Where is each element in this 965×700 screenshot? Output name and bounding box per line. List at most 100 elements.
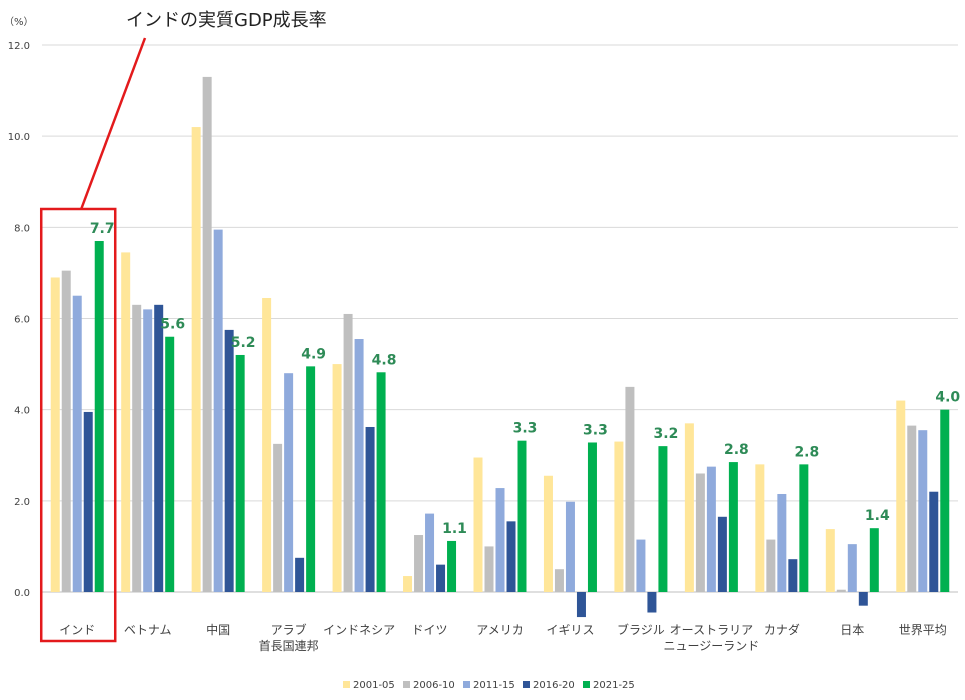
bar-2021-25-6 <box>517 440 527 592</box>
bar-2016-20-1 <box>154 304 164 592</box>
bar-2016-20-9 <box>717 516 727 592</box>
bar-2006-10-12 <box>907 425 917 592</box>
legend: 2001-05 2006-10 2011-15 2016-20 2021-25 <box>343 680 635 691</box>
category-label: 首長国連邦 <box>259 639 319 653</box>
bar-2011-15-4 <box>354 339 364 592</box>
bar-2016-20-0 <box>83 411 93 592</box>
bar-2021-25-5 <box>447 540 457 592</box>
bar-2001-05-4 <box>332 364 342 592</box>
bar-2006-10-10 <box>766 539 776 592</box>
category-label: 中国 <box>206 622 230 637</box>
bar-2006-10-1 <box>132 304 142 592</box>
y-tick-label: 0.0 <box>14 588 30 599</box>
bar-2011-15-1 <box>143 309 153 592</box>
category-label: カナダ <box>764 622 800 637</box>
legend-swatch <box>583 681 590 688</box>
bar-2016-20-5 <box>436 564 446 592</box>
data-label: 3.3 <box>583 422 608 438</box>
category-label: 日本 <box>840 623 864 637</box>
data-label: 3.2 <box>654 426 679 442</box>
bar-2021-25-11 <box>869 528 879 592</box>
bar-2001-05-11 <box>825 529 835 592</box>
bar-2001-05-5 <box>403 576 413 592</box>
bar-2011-15-8 <box>636 539 646 592</box>
bar-2021-25-7 <box>587 442 597 592</box>
bar-2021-25-2 <box>235 354 245 592</box>
category-label: ベトナム <box>124 623 172 637</box>
category-label: インドネシア <box>323 623 395 637</box>
bar-2001-05-9 <box>684 423 694 592</box>
bar-2011-15-0 <box>72 295 82 592</box>
legend-entry: 2016-20 <box>533 680 575 691</box>
bar-2021-25-10 <box>799 464 809 592</box>
bar-2006-10-4 <box>343 313 353 592</box>
bar-2001-05-7 <box>543 475 553 592</box>
data-label: 4.8 <box>372 352 397 368</box>
y-tick-label: 2.0 <box>14 497 30 508</box>
bar-2011-15-10 <box>777 493 787 592</box>
data-label: 5.2 <box>231 335 256 351</box>
bar-2011-15-2 <box>213 229 223 593</box>
data-label: 2.8 <box>724 442 749 458</box>
category-label: インド <box>59 623 95 637</box>
bar-2006-10-11 <box>836 589 846 592</box>
y-tick-label: 8.0 <box>14 223 30 234</box>
bar-2021-25-12 <box>940 409 950 592</box>
chart-title: インドの実質GDP成長率 <box>126 10 327 31</box>
bar-2021-25-3 <box>306 366 316 592</box>
bar-2021-25-0 <box>94 241 104 592</box>
data-label: 1.1 <box>442 521 467 537</box>
y-tick-label: 12.0 <box>8 41 30 52</box>
bar-2011-15-7 <box>565 501 575 592</box>
bar-2001-05-3 <box>262 297 272 592</box>
data-label: 7.7 <box>90 221 115 237</box>
legend-swatch <box>343 681 350 688</box>
y-tick-label: 6.0 <box>14 315 30 326</box>
bar-2016-20-11 <box>858 592 868 606</box>
data-labels: 7.7 5.6 5.2 4.9 4.8 1.1 3.3 3.3 3.2 2.8 2.8 1.4 4.0 <box>90 221 961 537</box>
bar-2021-25-8 <box>658 446 668 592</box>
bar-2016-20-8 <box>647 592 657 613</box>
bar-2006-10-7 <box>554 569 564 592</box>
data-label: 3.3 <box>513 421 538 437</box>
category-label: ドイツ <box>412 623 448 637</box>
category-label: イギリス <box>546 623 594 637</box>
bar-2001-05-8 <box>614 441 624 592</box>
bar-2001-05-1 <box>121 252 131 592</box>
pointer-line <box>80 37 147 210</box>
bar-2006-10-6 <box>484 546 494 592</box>
bar-2021-25-1 <box>165 336 175 592</box>
legend-swatch <box>463 681 470 688</box>
legend-swatch <box>523 681 530 688</box>
bar-2011-15-3 <box>284 373 294 592</box>
india-highlight <box>39 37 147 643</box>
category-label: オーストラリア <box>670 623 753 637</box>
legend-entry: 2001-05 <box>353 680 395 691</box>
data-label: 5.6 <box>160 317 185 333</box>
bar-2016-20-7 <box>576 592 586 618</box>
legend-swatch <box>403 681 410 688</box>
bar-2016-20-3 <box>295 557 305 592</box>
bar-2011-15-5 <box>425 513 435 592</box>
data-label: 4.0 <box>935 390 960 406</box>
category-label: アラブ <box>271 622 307 637</box>
bar-2006-10-3 <box>273 443 283 592</box>
bar-2001-05-2 <box>191 127 201 593</box>
bar-2001-05-10 <box>755 464 765 592</box>
bar-2016-20-2 <box>224 329 234 592</box>
bar-2006-10-2 <box>202 76 212 593</box>
category-label: ブラジル <box>617 622 665 637</box>
bar-2016-20-4 <box>365 426 375 592</box>
bar-2006-10-5 <box>414 535 424 592</box>
bar-2016-20-12 <box>929 491 939 592</box>
data-label: 2.8 <box>794 444 819 460</box>
bar-2011-15-12 <box>918 430 928 592</box>
data-label: 1.4 <box>865 508 890 524</box>
bar-2021-25-9 <box>728 462 738 592</box>
bar-2011-15-11 <box>847 544 857 592</box>
bar-2001-05-12 <box>896 400 906 592</box>
legend-entry: 2021-25 <box>593 680 635 691</box>
y-tick-label: 10.0 <box>8 132 30 143</box>
